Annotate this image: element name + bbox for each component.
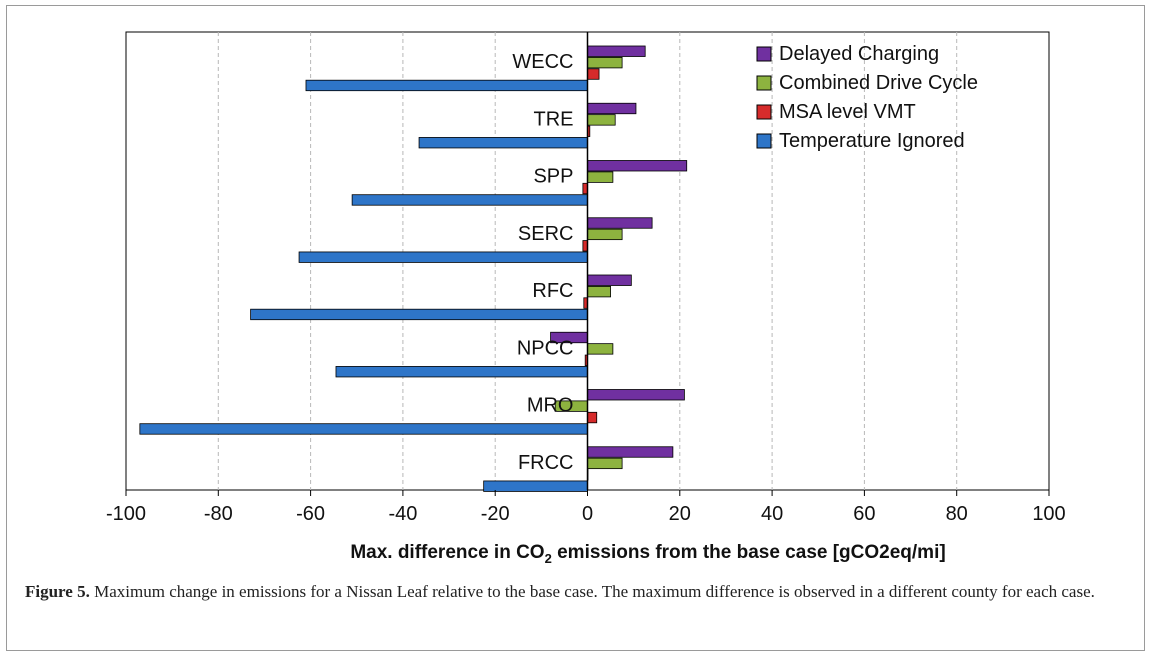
category-labels: WECC TRE SPP SERC RFC NPCC MRO FRCC [512,51,573,474]
x-tick-label: 40 [761,503,783,525]
x-tick-label: -40 [388,503,417,525]
bar-combined-drive-cycle-wecc [587,57,623,69]
bar-msa-level-vmt-wecc [587,68,600,80]
legend-label-delayed-charging: Delayed Charging [779,43,939,65]
bar-delayed-charging-frcc [587,446,674,458]
category-label-rfc: RFC [532,280,573,302]
bar-temperature-ignored-wecc [305,79,588,92]
category-label-serc: SERC [518,223,574,245]
legend-swatch-delayed-charging [756,46,772,62]
x-tick-label: -80 [204,503,233,525]
legend-swatch-msa-level-vmt [756,104,772,120]
bar-delayed-charging-wecc [587,45,646,57]
bar-delayed-charging-mro [587,389,685,401]
x-tick-label: -100 [106,503,146,525]
bar-combined-drive-cycle-tre [587,114,616,126]
category-label-npcc: NPCC [517,337,574,359]
bar-combined-drive-cycle-serc [587,228,623,241]
bar-temperature-ignored-npcc [335,366,588,378]
bar-series [139,45,688,492]
legend: Delayed Charging Combined Drive Cycle MSA … [756,43,978,152]
bar-temperature-ignored-frcc [483,480,588,492]
caption-label: Figure 5. [25,582,90,601]
category-label-tre: TRE [534,108,574,130]
x-tick-label: 0 [582,503,593,525]
bar-combined-drive-cycle-spp [587,171,614,183]
bar-temperature-ignored-mro [139,423,588,435]
x-tick-label: 100 [1032,503,1065,525]
legend-label-temperature-ignored: Temperature Ignored [779,130,965,152]
category-label-mro: MRO [527,395,574,417]
bar-temperature-ignored-tre [418,137,588,149]
bar-combined-drive-cycle-frcc [587,457,623,470]
x-tick-label: -20 [481,503,510,525]
x-axis-title: Max. difference in CO2 emissions from th… [350,542,945,566]
figure-frame [6,5,1145,651]
bar-temperature-ignored-spp [351,194,588,206]
legend-swatch-temperature-ignored [756,133,772,149]
legend-label-msa-level-vmt: MSA level VMT [779,101,916,123]
legend-label-combined-drive-cycle: Combined Drive Cycle [779,72,978,94]
bar-msa-level-vmt-mro [587,411,598,424]
x-axis: -100 -80 -60 -40 -20 0 20 40 60 80 100 [106,32,1066,525]
legend-swatch-combined-drive-cycle [756,75,772,91]
figure-caption: Figure 5. Maximum change in emissions fo… [25,580,1120,603]
bar-temperature-ignored-serc [298,251,588,263]
bar-combined-drive-cycle-rfc [587,285,611,298]
category-label-frcc: FRCC [518,452,574,474]
category-label-wecc: WECC [512,51,573,73]
bar-delayed-charging-serc [587,217,653,229]
x-tick-label: -60 [296,503,325,525]
caption-text: Maximum change in emissions for a Nissan… [89,582,1095,601]
bar-delayed-charging-rfc [587,274,632,286]
x-tick-label: 60 [853,503,875,525]
category-label-spp: SPP [533,166,573,188]
bar-combined-drive-cycle-npcc [587,343,614,355]
x-tick-label: 20 [669,503,691,525]
bar-delayed-charging-tre [587,102,637,115]
x-tick-label: 80 [946,503,968,525]
bar-temperature-ignored-rfc [250,308,588,321]
bar-delayed-charging-spp [587,160,688,172]
